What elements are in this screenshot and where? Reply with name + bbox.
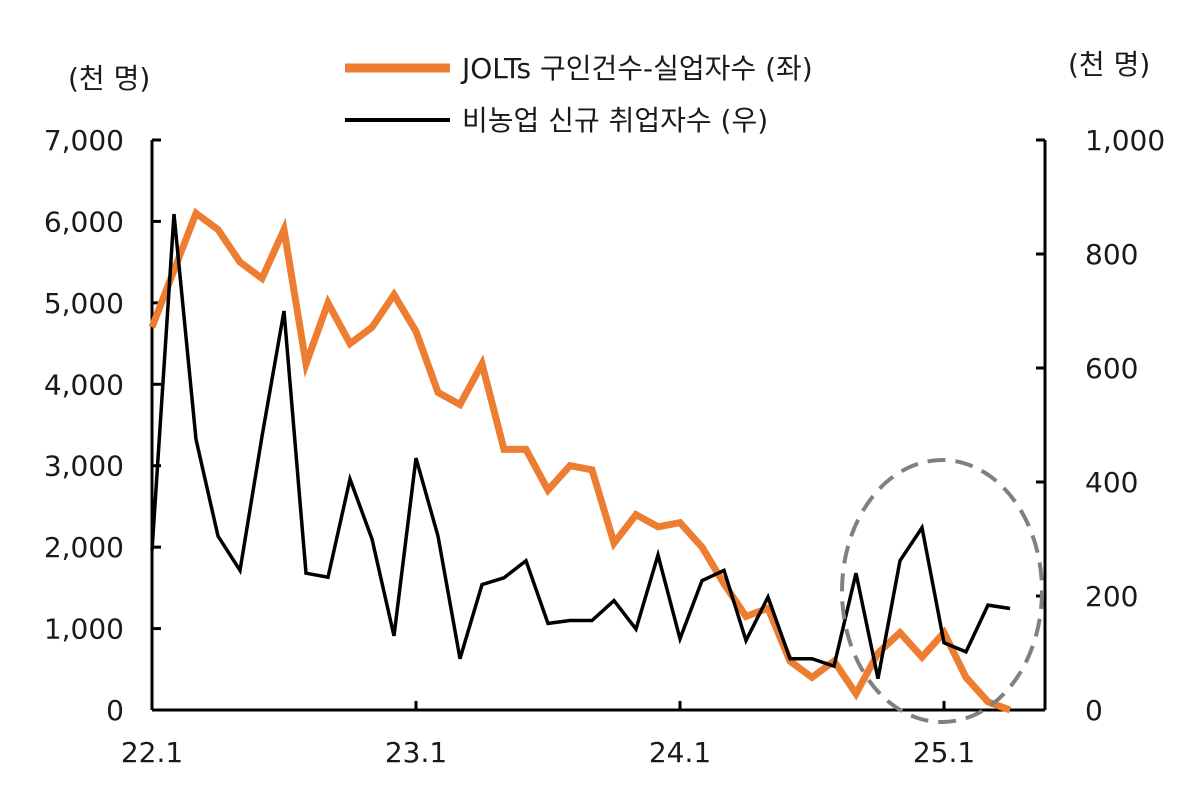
legend: JOLTs 구인건수-실업자수 (좌) 비농업 신규 취업자수 (우) bbox=[345, 52, 813, 137]
axes: 0 1,000 2,000 3,000 4,000 5,000 6,000 7,000 0 200… bbox=[44, 124, 1165, 769]
left-tick-label: 1,000 bbox=[44, 613, 124, 646]
legend-label-jolts: JOLTs 구인건수-실업자수 (좌) bbox=[460, 52, 813, 85]
left-tick-label: 3,000 bbox=[44, 450, 124, 483]
series-line-jolts bbox=[148, 207, 1012, 714]
legend-label-payrolls: 비농업 신규 취업자수 (우) bbox=[462, 104, 768, 137]
right-axis-unit: (천 명) bbox=[1068, 48, 1150, 81]
series-lines bbox=[148, 207, 1012, 714]
left-tick-label: 4,000 bbox=[44, 368, 124, 401]
right-tick-label: 200 bbox=[1085, 580, 1138, 613]
x-tick-label: 24.1 bbox=[649, 736, 711, 769]
x-tick-label: 22.1 bbox=[121, 736, 183, 769]
x-tick-label: 25.1 bbox=[913, 736, 975, 769]
right-tick-label: 400 bbox=[1085, 466, 1138, 499]
left-tick-label: 0 bbox=[106, 694, 124, 727]
right-tick-label: 0 bbox=[1085, 694, 1103, 727]
left-tick-label: 5,000 bbox=[44, 287, 124, 320]
x-tick-label: 23.1 bbox=[385, 736, 447, 769]
left-axis-unit: (천 명) bbox=[68, 62, 150, 95]
left-tick-label: 7,000 bbox=[44, 124, 124, 157]
series-line-payrolls bbox=[150, 213, 1011, 679]
left-tick-label: 2,000 bbox=[44, 531, 124, 564]
left-tick-label: 6,000 bbox=[44, 205, 124, 238]
right-tick-label: 600 bbox=[1085, 352, 1138, 385]
right-tick-label: 1,000 bbox=[1085, 124, 1165, 157]
right-tick-label: 800 bbox=[1085, 238, 1138, 271]
highlight-ellipse bbox=[840, 458, 1044, 724]
